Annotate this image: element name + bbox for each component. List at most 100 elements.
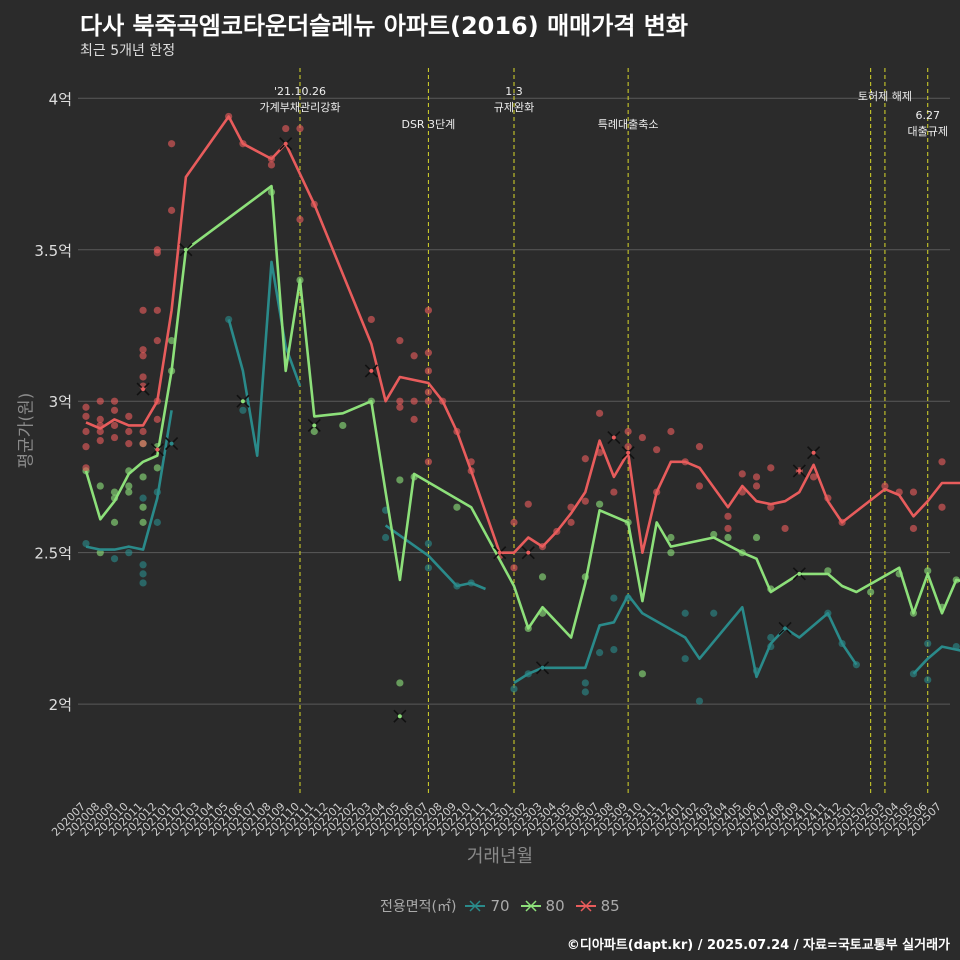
scatter-point-85 bbox=[424, 388, 432, 396]
scatter-point-85 bbox=[153, 306, 161, 314]
cross-center-85 bbox=[497, 550, 502, 555]
scatter-point-80 bbox=[339, 421, 347, 430]
scatter-point-70 bbox=[424, 564, 432, 572]
scatter-point-70 bbox=[695, 697, 704, 705]
y-tick-label: 3억 bbox=[49, 393, 72, 411]
event-label: 토허제 해제 bbox=[858, 89, 912, 103]
scatter-point-85 bbox=[139, 352, 147, 360]
event-label: '21.10.26 bbox=[274, 85, 326, 98]
scatter-point-85 bbox=[96, 397, 104, 405]
cross-center-85 bbox=[797, 468, 802, 473]
scatter-point-80 bbox=[638, 670, 647, 678]
scatter-point-85 bbox=[153, 249, 161, 257]
scatter-point-70 bbox=[710, 609, 718, 617]
scatter-point-85 bbox=[767, 503, 775, 511]
scatter-point-85 bbox=[724, 512, 732, 520]
scatter-point-80 bbox=[110, 488, 119, 496]
scatter-point-85 bbox=[139, 427, 147, 436]
series-line-70 bbox=[384, 524, 487, 591]
scatter-point-85 bbox=[110, 397, 119, 405]
scatter-point-85 bbox=[695, 482, 704, 490]
scatter-point-85 bbox=[567, 518, 575, 526]
event-label: 6.27 bbox=[915, 109, 940, 122]
chart-subtitle: 최근 5개년 한정 bbox=[80, 43, 176, 59]
scatter-point-80 bbox=[710, 530, 718, 539]
scatter-point-85 bbox=[168, 140, 176, 148]
scatter-point-85 bbox=[695, 443, 704, 451]
scatter-point-80 bbox=[924, 567, 932, 575]
scatter-point-70 bbox=[139, 494, 147, 502]
series-line-70 bbox=[513, 593, 858, 684]
scatter-point-85 bbox=[581, 497, 589, 505]
y-axis-label: 평균가(원) bbox=[16, 392, 37, 469]
scatter-point-85 bbox=[624, 443, 632, 451]
y-tick-label: 3.5억 bbox=[34, 242, 72, 260]
cross-center-80 bbox=[312, 423, 317, 428]
scatter-point-85 bbox=[909, 524, 918, 533]
scatter-point-85 bbox=[168, 206, 176, 214]
scatter-point-85 bbox=[82, 464, 90, 472]
legend-swatch-70 bbox=[465, 900, 486, 912]
scatter-point-85 bbox=[282, 124, 290, 133]
scatter-point-85 bbox=[396, 403, 404, 411]
scatter-point-85 bbox=[125, 412, 133, 420]
event-label: 특례대출축소 bbox=[598, 118, 659, 131]
cross-center-80 bbox=[397, 714, 402, 719]
scatter-point-85 bbox=[267, 161, 276, 169]
scatter-point-85 bbox=[139, 373, 147, 381]
scatter-point-70 bbox=[110, 555, 119, 563]
event-label: 대출규제 bbox=[907, 125, 947, 138]
scatter-point-80 bbox=[125, 488, 133, 496]
scatter-point-85 bbox=[724, 524, 732, 533]
scatter-point-70 bbox=[139, 579, 147, 587]
scatter-point-85 bbox=[752, 482, 761, 490]
scatter-point-70 bbox=[924, 676, 932, 684]
scatter-point-85 bbox=[510, 518, 518, 526]
scatter-point-70 bbox=[153, 518, 161, 526]
scatter-point-85 bbox=[881, 482, 889, 490]
cross-center-85 bbox=[526, 550, 531, 555]
scatter-point-70 bbox=[239, 406, 247, 414]
scatter-point-80 bbox=[596, 500, 604, 508]
scatter-point-70 bbox=[139, 570, 147, 578]
scatter-point-85 bbox=[767, 464, 775, 472]
legend-swatch-85 bbox=[575, 900, 596, 912]
scatter-point-85 bbox=[82, 443, 90, 451]
scatter-point-85 bbox=[909, 488, 918, 496]
scatter-point-80 bbox=[453, 503, 461, 511]
scatter-point-85 bbox=[396, 337, 404, 345]
legend-label-80: 80 bbox=[545, 897, 565, 915]
y-tick-label: 2.5억 bbox=[34, 545, 72, 563]
scatter-point-85 bbox=[367, 315, 375, 324]
scatter-point-85 bbox=[581, 455, 589, 463]
scatter-point-80 bbox=[96, 482, 104, 490]
y-tick-label: 4억 bbox=[49, 90, 72, 108]
scatter-point-85 bbox=[82, 403, 90, 411]
scatter-point-85 bbox=[752, 473, 761, 481]
scatter-point-70 bbox=[924, 639, 932, 648]
scatter-point-70 bbox=[139, 561, 147, 569]
scatter-point-85 bbox=[638, 433, 647, 442]
scatter-point-85 bbox=[624, 427, 632, 436]
scatter-point-70 bbox=[581, 679, 589, 687]
legend-title: 전용면적(㎡) bbox=[380, 899, 457, 915]
x-axis-label: 거래년월 bbox=[466, 846, 534, 867]
cross-center-85 bbox=[811, 450, 816, 455]
scatter-point-85 bbox=[82, 412, 90, 420]
event-label: 규제완화 bbox=[494, 101, 534, 114]
cross-center-85 bbox=[626, 450, 631, 455]
series-line-70 bbox=[227, 260, 302, 457]
scatter-point-70 bbox=[610, 594, 618, 602]
scatter-point-80 bbox=[396, 476, 404, 484]
scatter-point-70 bbox=[581, 688, 589, 696]
scatter-point-80 bbox=[125, 482, 133, 490]
cross-center-85 bbox=[155, 447, 160, 452]
scatter-point-85 bbox=[153, 337, 161, 345]
scatter-point-85 bbox=[596, 409, 604, 417]
scatter-point-85 bbox=[139, 346, 147, 354]
scatter-point-85 bbox=[653, 446, 661, 454]
scatter-point-85 bbox=[139, 306, 147, 314]
scatter-point-70 bbox=[681, 655, 689, 663]
scatter-point-70 bbox=[424, 539, 432, 548]
